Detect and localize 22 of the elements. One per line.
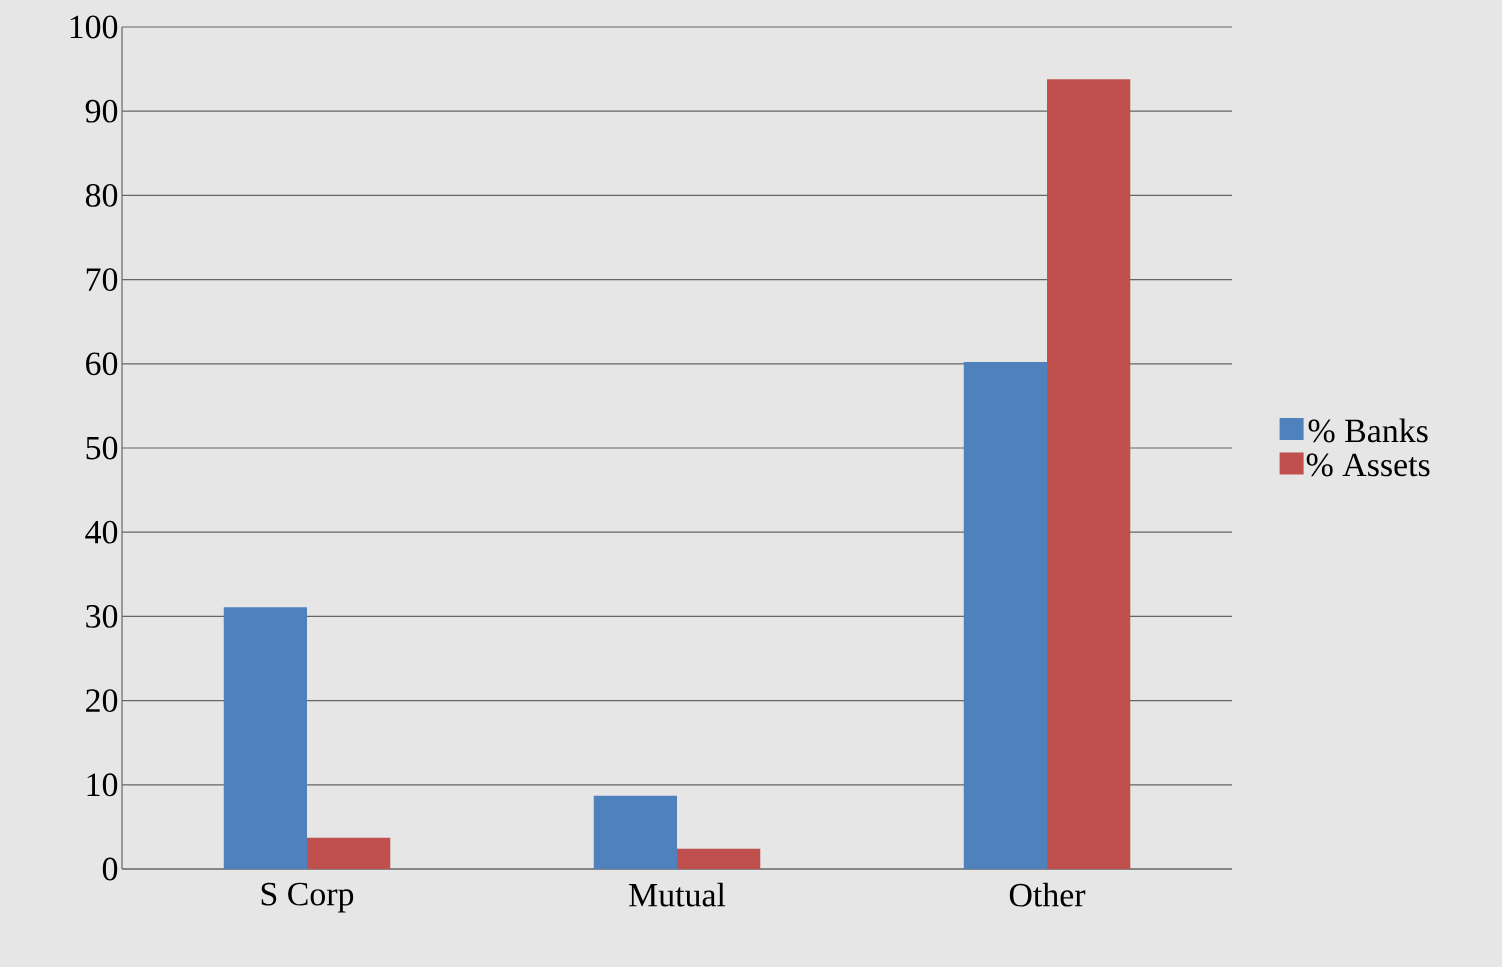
- y-tick-label: 40: [85, 520, 118, 544]
- legend-label: % Assets: [1306, 453, 1430, 477]
- y-tick-label: 100: [70, 15, 118, 39]
- y-tick-label: 80: [85, 183, 118, 207]
- bar: [1047, 79, 1131, 869]
- bar: [223, 607, 308, 869]
- legend-label: % Banks: [1308, 418, 1428, 443]
- x-tick-label: Mutual: [629, 882, 726, 907]
- y-tick-label: 90: [85, 99, 118, 123]
- y-tick-label: 0: [102, 857, 118, 881]
- y-tick-label: 50: [86, 436, 118, 460]
- bar: [963, 362, 1048, 869]
- y-tick-label: 60: [86, 352, 118, 376]
- bar: [593, 795, 678, 869]
- y-tick-label: 30: [86, 604, 118, 628]
- x-tick-label: S Corp: [261, 882, 354, 913]
- bar: [307, 837, 391, 869]
- y-tick-label: 70: [86, 268, 118, 292]
- x-tick-label: Other: [1009, 882, 1086, 907]
- bar: [677, 848, 761, 869]
- y-tick-label: 10: [87, 773, 118, 797]
- y-tick-label: 20: [86, 689, 118, 713]
